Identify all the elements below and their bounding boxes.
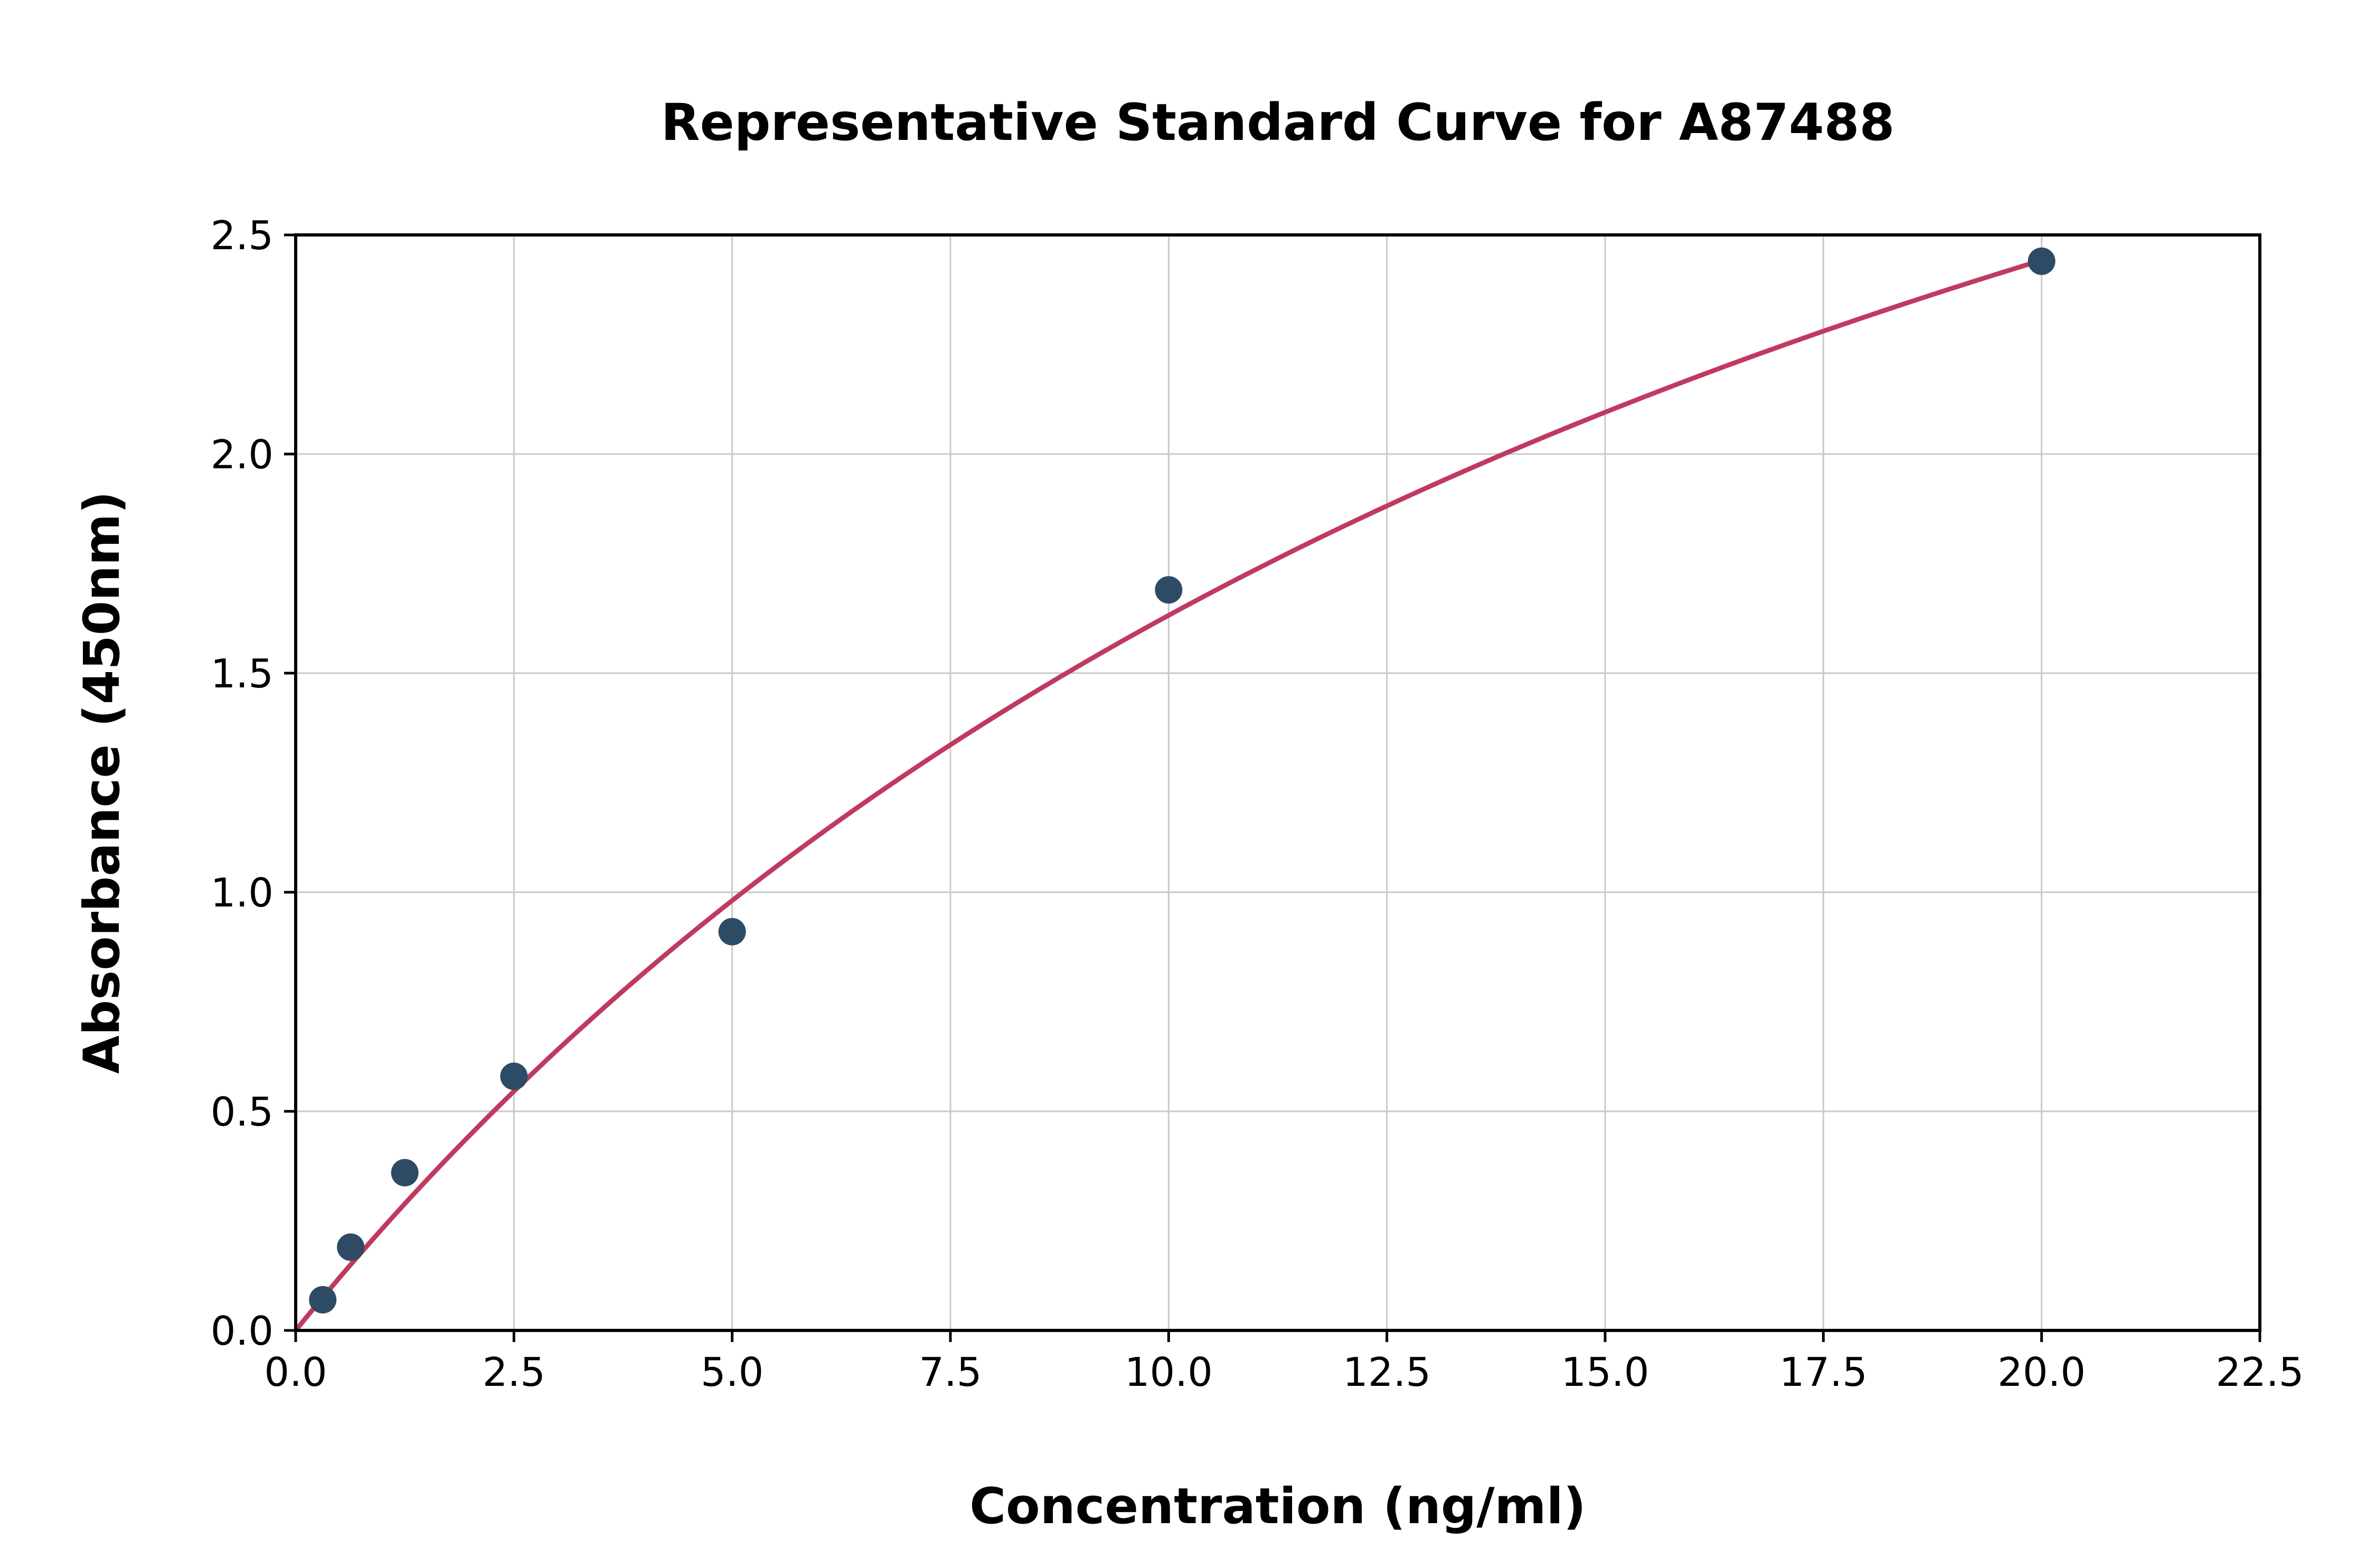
y-tick-label: 1.0	[211, 870, 274, 916]
y-tick-label: 0.0	[211, 1308, 274, 1354]
data-point	[1155, 576, 1183, 604]
data-point	[309, 1286, 337, 1314]
x-tick-label: 0.0	[264, 1349, 327, 1395]
x-tick-label: 22.5	[2216, 1349, 2304, 1395]
x-tick-label: 2.5	[483, 1349, 545, 1395]
data-point	[337, 1233, 365, 1261]
y-tick-label: 0.5	[211, 1089, 274, 1135]
x-tick-label: 15.0	[1561, 1349, 1649, 1395]
x-tick-label: 7.5	[919, 1349, 982, 1395]
data-point	[391, 1159, 419, 1187]
x-axis-label: Concentration (ng/ml)	[969, 1478, 1586, 1535]
y-tick-label: 2.0	[211, 431, 274, 478]
data-point	[718, 918, 746, 946]
plot-border	[294, 233, 2261, 1332]
x-tick-label: 17.5	[1779, 1349, 1868, 1395]
y-tick-label: 2.5	[211, 212, 274, 259]
chart-data-layer	[293, 247, 2056, 1333]
data-point	[2028, 247, 2056, 275]
tick-layer: 0.0 2.5 5.0 7.5 10.0 12.5 15.0 17.5 20.0 22.5 0.0 0…	[211, 212, 2304, 1395]
x-tick-label: 10.0	[1125, 1349, 1213, 1395]
axes-layer	[294, 233, 2261, 1332]
chart-title: Representative Standard Curve for A87488	[661, 93, 1895, 152]
y-axis-label: Absorbance (450nm)	[73, 491, 131, 1074]
grid-lines	[295, 234, 2261, 1331]
fit-curve	[293, 258, 2044, 1333]
y-tick-label: 1.5	[211, 650, 274, 697]
data-point	[500, 1062, 528, 1090]
x-tick-label: 12.5	[1343, 1349, 1431, 1395]
x-tick-label: 5.0	[701, 1349, 763, 1395]
x-tick-label: 20.0	[1997, 1349, 2086, 1395]
